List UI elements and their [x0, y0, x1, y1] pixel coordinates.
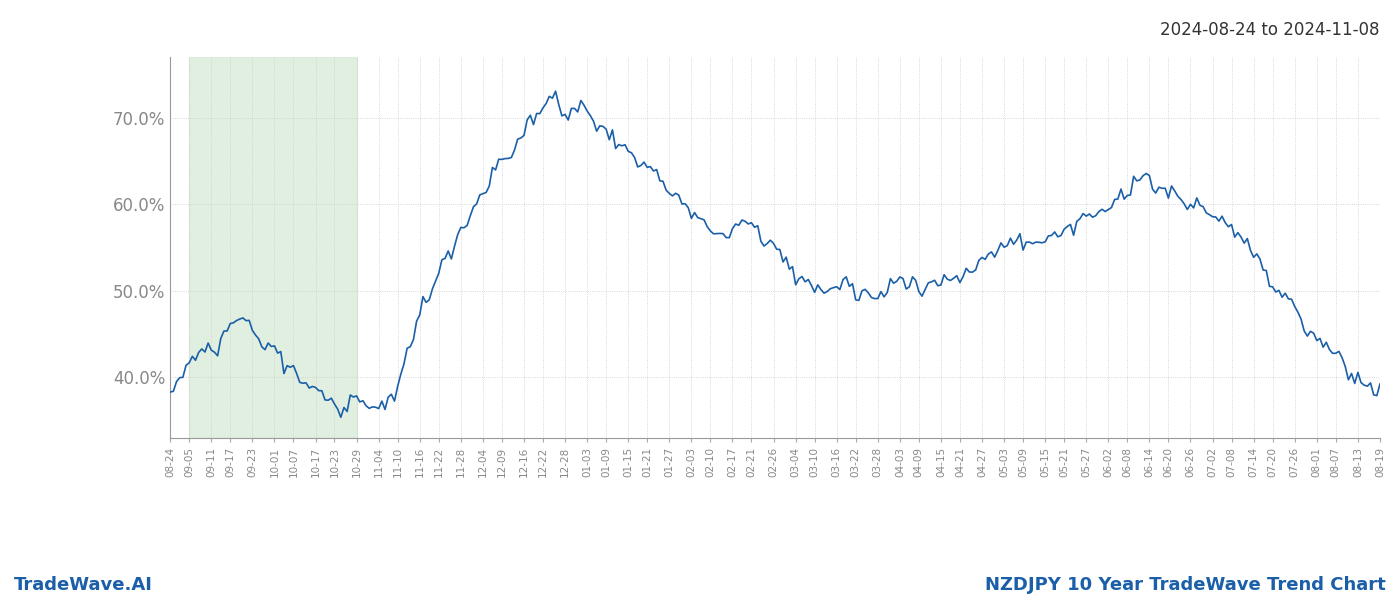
- Text: TradeWave.AI: TradeWave.AI: [14, 576, 153, 594]
- Bar: [189, 57, 357, 438]
- Text: 2024-08-24 to 2024-11-08: 2024-08-24 to 2024-11-08: [1159, 21, 1379, 39]
- Text: NZDJPY 10 Year TradeWave Trend Chart: NZDJPY 10 Year TradeWave Trend Chart: [986, 576, 1386, 594]
